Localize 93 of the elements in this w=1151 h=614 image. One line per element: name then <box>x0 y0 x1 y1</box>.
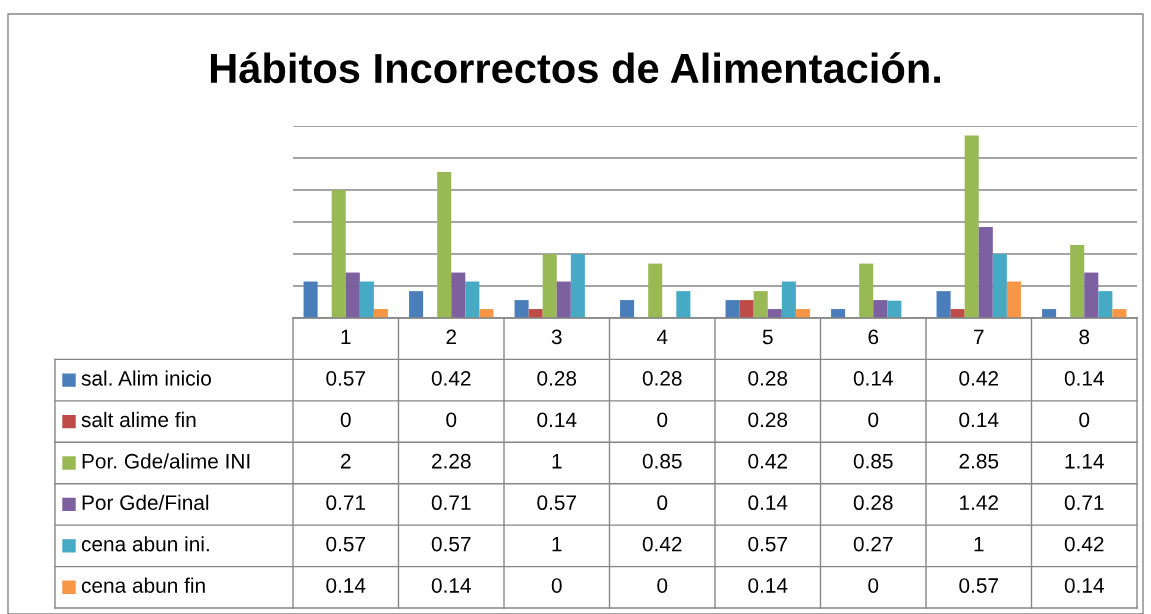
x-tick-label: 4 <box>656 329 668 345</box>
bar <box>451 272 466 318</box>
data-label: 0 <box>657 412 668 428</box>
bar <box>437 172 452 318</box>
x-tick-label: 3 <box>551 329 562 345</box>
bar <box>359 281 374 318</box>
data-label: 0.14 <box>748 578 788 593</box>
data-label: 0.14 <box>431 578 471 593</box>
data-label: 0.14 <box>748 495 788 511</box>
legend-label: sal. Alim inicio <box>81 370 211 386</box>
data-label: 0.42 <box>959 370 998 386</box>
data-label: 0.57 <box>537 495 576 511</box>
data-label: 0.14 <box>853 370 893 386</box>
bar <box>1006 281 1021 318</box>
data-label: 2 <box>341 453 351 469</box>
bar <box>964 135 979 318</box>
bar <box>676 291 691 318</box>
data-label: 0.57 <box>748 536 787 552</box>
legend-label: salt alime fin <box>81 411 196 428</box>
bar <box>873 300 888 318</box>
bar <box>1070 245 1085 318</box>
bar <box>542 254 557 318</box>
bar <box>978 227 993 318</box>
legend-label: cena abun fin <box>81 577 205 593</box>
chart-title: Hábitos Incorrectos de Alimentación. <box>210 52 941 84</box>
legend-label: Por Gde/Final <box>82 494 209 511</box>
data-label: 0 <box>868 578 879 593</box>
data-label: 0.57 <box>959 578 998 593</box>
bar <box>859 263 874 318</box>
data-label: 0.28 <box>748 412 788 428</box>
data-label: 0 <box>340 412 351 428</box>
legend-label: cena abun ini. <box>81 536 209 552</box>
data-label: 0.85 <box>853 453 893 469</box>
bar <box>1084 272 1099 318</box>
data-label: 0.14 <box>1064 370 1104 386</box>
data-label: 0.42 <box>748 453 787 469</box>
data-label: 0.14 <box>1064 578 1104 593</box>
bar <box>556 281 571 318</box>
data-label: 0.28 <box>853 495 893 511</box>
data-label: 0.42 <box>642 536 682 552</box>
bar <box>648 263 663 318</box>
data-label: 0.85 <box>642 453 682 469</box>
bar <box>781 281 796 318</box>
data-label: 0 <box>551 578 562 593</box>
bar <box>992 254 1007 318</box>
data-label: 0.14 <box>326 578 366 593</box>
data-label: 2.85 <box>959 453 999 469</box>
bar <box>514 300 529 318</box>
bar <box>1098 291 1113 318</box>
data-label: 0 <box>1079 412 1090 428</box>
bar <box>409 291 424 318</box>
data-label: 0.71 <box>1064 495 1104 511</box>
data-label: 0.27 <box>853 536 893 552</box>
x-tick-label: 7 <box>974 329 984 345</box>
bar <box>570 254 585 318</box>
data-label: 0.57 <box>431 536 471 552</box>
data-label: 0.14 <box>537 412 577 428</box>
data-label: 0.14 <box>959 412 999 428</box>
bar <box>331 190 346 318</box>
data-label: 0 <box>657 495 668 511</box>
data-label: 2.28 <box>432 453 471 469</box>
data-label: 0.28 <box>642 370 682 386</box>
data-label: 1 <box>552 536 562 552</box>
x-tick-label: 1 <box>341 329 351 345</box>
data-label: 0.57 <box>326 370 365 386</box>
data-label: 0 <box>657 578 668 593</box>
bar <box>303 281 318 318</box>
data-label: 0.42 <box>431 370 471 386</box>
data-label: 0.42 <box>1064 536 1104 552</box>
x-tick-label: 5 <box>762 329 773 345</box>
legend-label: Por. Gde/alime INI <box>82 453 250 469</box>
data-label: 0.28 <box>537 370 577 386</box>
bar <box>620 300 635 318</box>
bar <box>936 291 951 318</box>
data-label: 1.42 <box>960 495 998 510</box>
bar <box>345 272 360 318</box>
data-label: 0.57 <box>326 536 365 552</box>
data-label: 0 <box>868 412 879 428</box>
bar <box>739 300 754 318</box>
bar <box>725 300 740 318</box>
data-label: 1 <box>552 454 562 469</box>
data-label: 0 <box>446 412 457 428</box>
bar <box>465 281 480 318</box>
data-label: 1 <box>974 536 984 552</box>
data-label: 0.71 <box>431 495 471 511</box>
x-tick-label: 6 <box>868 329 879 345</box>
data-label: 0.28 <box>748 370 788 386</box>
data-label: 0.71 <box>326 495 366 511</box>
bar <box>887 300 902 318</box>
x-tick-label: 8 <box>1079 329 1090 345</box>
x-tick-label: 2 <box>446 329 456 345</box>
data-label: 1.14 <box>1065 454 1104 469</box>
bar <box>753 291 768 318</box>
